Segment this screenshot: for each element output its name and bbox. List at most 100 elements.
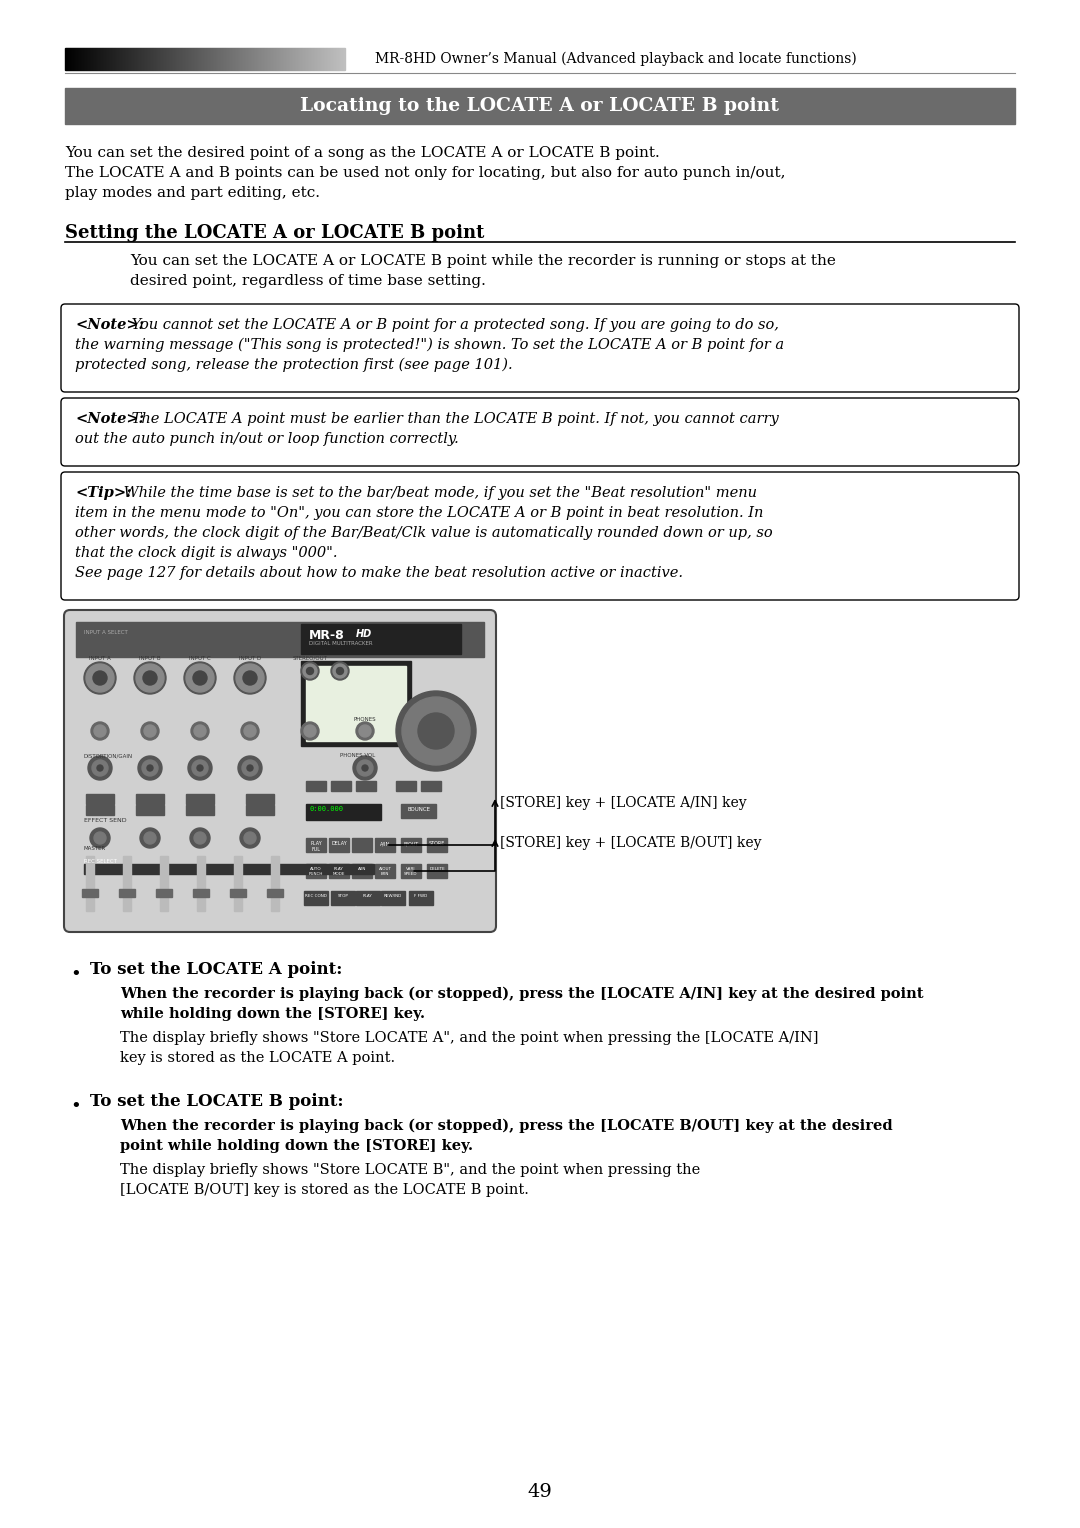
Bar xyxy=(186,795,214,804)
Text: play modes and part editing, etc.: play modes and part editing, etc. xyxy=(65,186,320,200)
Circle shape xyxy=(143,671,157,685)
Bar xyxy=(230,889,246,897)
Circle shape xyxy=(141,759,158,776)
Text: HD: HD xyxy=(356,630,373,639)
Bar xyxy=(306,837,326,853)
Text: While the time base is set to the bar/beat mode, if you set the "Beat resolution: While the time base is set to the bar/be… xyxy=(119,486,757,500)
Bar xyxy=(301,623,460,654)
Bar xyxy=(123,856,131,911)
Text: STOP: STOP xyxy=(338,894,349,898)
Text: desired point, regardless of time base setting.: desired point, regardless of time base s… xyxy=(130,274,486,287)
Circle shape xyxy=(234,662,266,694)
Circle shape xyxy=(186,665,214,692)
Text: <Tip>:: <Tip>: xyxy=(75,486,132,500)
Text: REC COND: REC COND xyxy=(305,894,327,898)
Bar xyxy=(427,863,447,879)
Circle shape xyxy=(241,723,259,740)
Circle shape xyxy=(184,662,216,694)
Text: that the clock digit is always "000".: that the clock digit is always "000". xyxy=(75,545,337,559)
Bar xyxy=(76,622,484,657)
Text: out the auto punch in/out or loop function correctly.: out the auto punch in/out or loop functi… xyxy=(75,432,459,446)
Text: The display briefly shows "Store LOCATE A", and the point when pressing the [LOC: The display briefly shows "Store LOCATE … xyxy=(120,1031,819,1045)
Circle shape xyxy=(197,766,203,772)
Circle shape xyxy=(97,766,103,772)
Text: MR-8: MR-8 xyxy=(309,630,345,642)
Text: MASTER: MASTER xyxy=(84,847,106,851)
Text: PLAY
MODE: PLAY MODE xyxy=(333,866,346,876)
Circle shape xyxy=(333,665,347,678)
Text: [STORE] key + [LOCATE A/IN] key: [STORE] key + [LOCATE A/IN] key xyxy=(500,796,746,810)
Bar xyxy=(330,781,351,792)
Bar xyxy=(301,662,411,746)
Bar xyxy=(86,805,114,814)
Text: You cannot set the LOCATE A or B point for a protected song. If you are going to: You cannot set the LOCATE A or B point f… xyxy=(127,318,779,332)
Circle shape xyxy=(337,668,343,674)
Text: The LOCATE A and B points can be used not only for locating, but also for auto p: The LOCATE A and B points can be used no… xyxy=(65,167,785,180)
Bar xyxy=(193,889,210,897)
Circle shape xyxy=(144,724,156,736)
Text: You can set the LOCATE A or LOCATE B point while the recorder is running or stop: You can set the LOCATE A or LOCATE B poi… xyxy=(130,254,836,267)
Circle shape xyxy=(190,828,210,848)
Text: REW/IND: REW/IND xyxy=(383,894,402,898)
Bar xyxy=(381,891,405,905)
Text: •: • xyxy=(70,966,81,983)
Text: 49: 49 xyxy=(527,1484,553,1500)
Bar xyxy=(84,863,374,874)
Circle shape xyxy=(418,714,454,749)
Bar xyxy=(352,863,372,879)
Bar xyxy=(306,781,326,792)
Circle shape xyxy=(301,662,319,680)
Circle shape xyxy=(141,723,159,740)
Bar xyxy=(246,805,274,814)
Text: the warning message ("This song is protected!") is shown. To set the LOCATE A or: the warning message ("This song is prote… xyxy=(75,338,784,353)
Bar xyxy=(246,795,274,804)
Circle shape xyxy=(134,662,166,694)
Circle shape xyxy=(240,828,260,848)
Circle shape xyxy=(87,756,112,779)
Text: A/IN: A/IN xyxy=(357,866,366,871)
Bar xyxy=(396,781,416,792)
Bar xyxy=(197,856,205,911)
Text: protected song, release the protection first (see page 101).: protected song, release the protection f… xyxy=(75,358,513,373)
Text: PHONES: PHONES xyxy=(353,717,376,723)
Circle shape xyxy=(356,723,374,740)
Text: INPUT C: INPUT C xyxy=(189,656,211,662)
Bar xyxy=(306,863,326,879)
Bar xyxy=(356,781,376,792)
Bar xyxy=(306,804,381,821)
Circle shape xyxy=(94,833,106,843)
Circle shape xyxy=(396,691,476,772)
Circle shape xyxy=(303,724,316,736)
Text: You can set the desired point of a song as the LOCATE A or LOCATE B point.: You can set the desired point of a song … xyxy=(65,147,660,160)
Circle shape xyxy=(353,756,377,779)
Bar xyxy=(156,889,172,897)
Circle shape xyxy=(359,724,372,736)
Text: 0:00.000: 0:00.000 xyxy=(309,805,343,811)
Text: •: • xyxy=(70,1097,81,1115)
Bar xyxy=(401,863,421,879)
Circle shape xyxy=(244,833,256,843)
Bar xyxy=(427,837,447,853)
Text: other words, the clock digit of the Bar/Beat/Clk value is automatically rounded : other words, the clock digit of the Bar/… xyxy=(75,526,772,539)
Text: <Note>:: <Note>: xyxy=(75,413,144,426)
Text: To set the LOCATE B point:: To set the LOCATE B point: xyxy=(90,1093,343,1109)
Text: B/OUT: B/OUT xyxy=(403,840,419,847)
Text: INPUT B: INPUT B xyxy=(139,656,161,662)
Circle shape xyxy=(191,723,210,740)
Bar xyxy=(186,805,214,814)
Text: INPUT D: INPUT D xyxy=(239,656,261,662)
Bar xyxy=(86,856,94,911)
Bar xyxy=(330,891,355,905)
Bar xyxy=(375,837,395,853)
Bar xyxy=(303,891,328,905)
Text: STEREO/OUT: STEREO/OUT xyxy=(293,656,327,662)
Text: INPUT A SELECT: INPUT A SELECT xyxy=(84,630,127,636)
Circle shape xyxy=(238,756,262,779)
Text: The display briefly shows "Store LOCATE B", and the point when pressing the: The display briefly shows "Store LOCATE … xyxy=(120,1163,700,1177)
Circle shape xyxy=(243,671,257,685)
Bar xyxy=(160,856,168,911)
Text: [STORE] key + [LOCATE B/OUT] key: [STORE] key + [LOCATE B/OUT] key xyxy=(500,836,761,850)
Bar xyxy=(271,856,279,911)
Text: EFFECT SEND: EFFECT SEND xyxy=(84,817,126,824)
Circle shape xyxy=(136,665,164,692)
